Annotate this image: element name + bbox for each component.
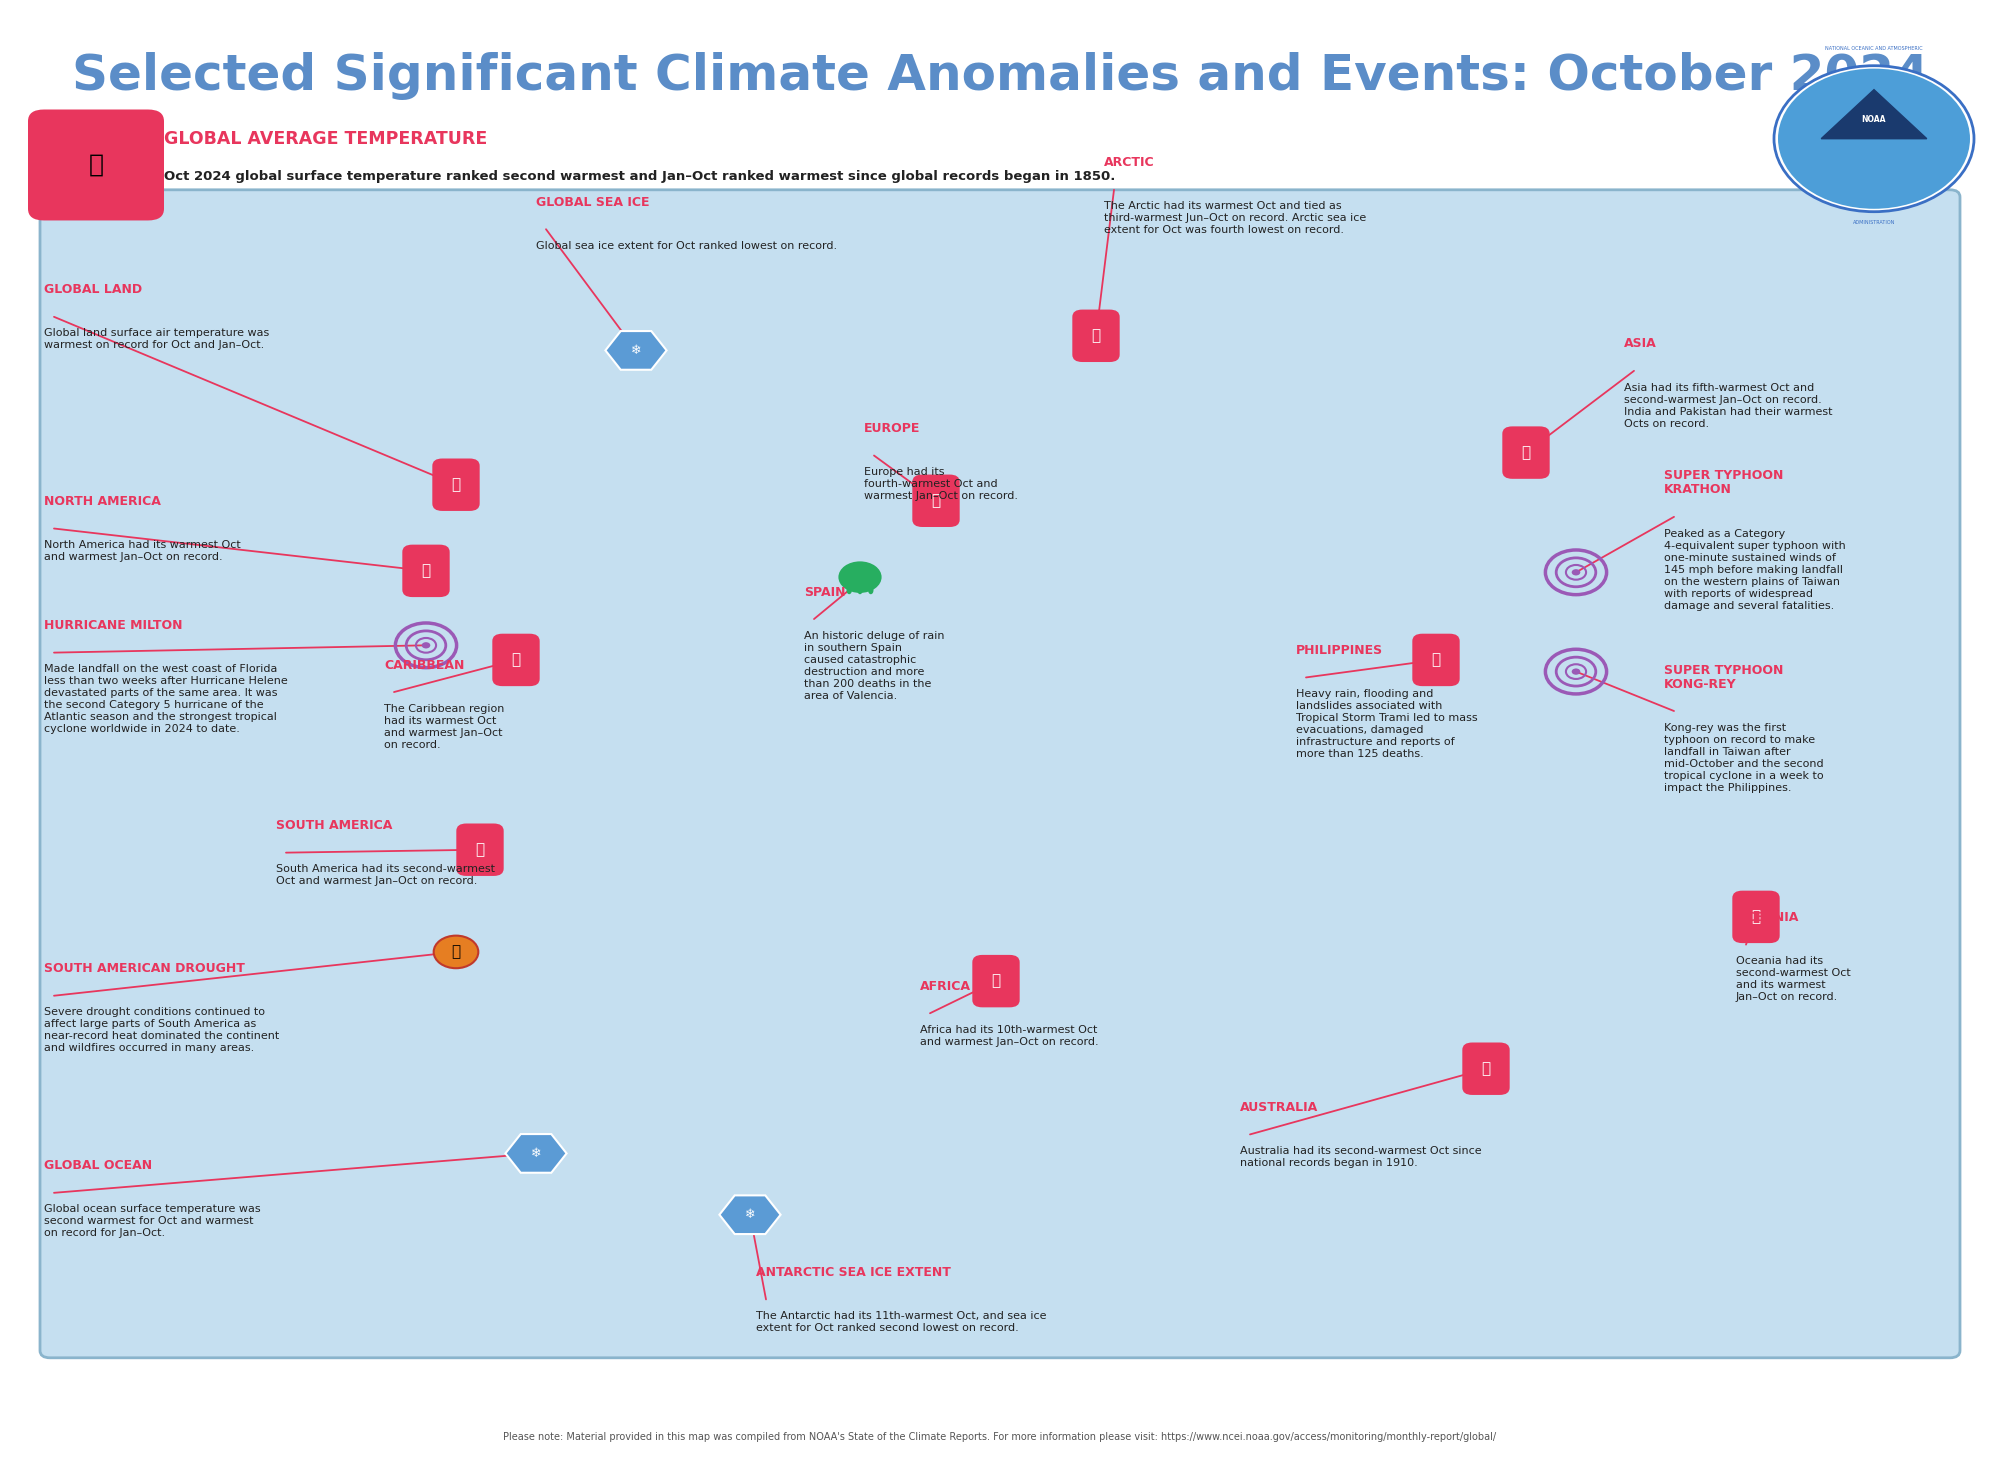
Text: SOUTH AMERICA: SOUTH AMERICA	[276, 819, 392, 832]
Text: Peaked as a Category
4-equivalent super typhoon with
one-minute sustained winds : Peaked as a Category 4-equivalent super …	[1664, 529, 1846, 610]
FancyBboxPatch shape	[1502, 426, 1550, 479]
FancyBboxPatch shape	[1412, 634, 1460, 686]
Circle shape	[422, 642, 430, 648]
Text: ADMINISTRATION: ADMINISTRATION	[1852, 220, 1896, 225]
Text: CARIBBEAN: CARIBBEAN	[384, 658, 464, 672]
Text: AFRICA: AFRICA	[920, 980, 972, 993]
Text: South America had its second-warmest
Oct and warmest Jan–Oct on record.: South America had its second-warmest Oct…	[276, 864, 496, 886]
Text: 🌡: 🌡	[476, 842, 484, 857]
Text: GLOBAL SEA ICE: GLOBAL SEA ICE	[536, 196, 650, 209]
FancyBboxPatch shape	[456, 823, 504, 876]
Text: Asia had its fifth-warmest Oct and
second-warmest Jan–Oct on record.
India and P: Asia had its fifth-warmest Oct and secon…	[1624, 383, 1832, 429]
Circle shape	[1778, 69, 1970, 209]
FancyBboxPatch shape	[28, 110, 164, 220]
Text: North America had its warmest Oct
and warmest Jan–Oct on record.: North America had its warmest Oct and wa…	[44, 540, 240, 562]
Text: The Caribbean region
had its warmest Oct
and warmest Jan–Oct
on record.: The Caribbean region had its warmest Oct…	[384, 704, 504, 750]
Text: Europe had its
fourth-warmest Oct and
warmest Jan–Oct on record.: Europe had its fourth-warmest Oct and wa…	[864, 467, 1018, 501]
Ellipse shape	[846, 587, 852, 594]
Text: The Arctic had its warmest Oct and tied as
third-warmest Jun–Oct on record. Arct: The Arctic had its warmest Oct and tied …	[1104, 201, 1366, 235]
FancyBboxPatch shape	[1462, 1042, 1510, 1095]
Text: 🌡: 🌡	[992, 974, 1000, 988]
Text: NOAA: NOAA	[1862, 114, 1886, 124]
Text: NATIONAL OCEANIC AND ATMOSPHERIC: NATIONAL OCEANIC AND ATMOSPHERIC	[1826, 47, 1922, 51]
Text: 🔥: 🔥	[452, 945, 460, 959]
Ellipse shape	[858, 587, 862, 594]
FancyBboxPatch shape	[1072, 310, 1120, 362]
Text: Please note: Material provided in this map was compiled from NOAA's State of the: Please note: Material provided in this m…	[504, 1432, 1496, 1441]
Text: NORTH AMERICA: NORTH AMERICA	[44, 495, 160, 508]
Text: 🌡: 🌡	[1092, 328, 1100, 343]
Text: OCEANIA: OCEANIA	[1736, 911, 1798, 924]
Text: GLOBAL AVERAGE TEMPERATURE: GLOBAL AVERAGE TEMPERATURE	[164, 130, 488, 147]
Text: Australia had its second-warmest Oct since
national records began in 1910.: Australia had its second-warmest Oct sin…	[1240, 1146, 1482, 1168]
Text: ANTARCTIC SEA ICE EXTENT: ANTARCTIC SEA ICE EXTENT	[756, 1266, 950, 1279]
Text: Africa had its 10th-warmest Oct
and warmest Jan–Oct on record.: Africa had its 10th-warmest Oct and warm…	[920, 1025, 1098, 1047]
Text: PHILIPPINES: PHILIPPINES	[1296, 644, 1384, 657]
Text: HURRICANE MILTON: HURRICANE MILTON	[44, 619, 182, 632]
Text: EUROPE: EUROPE	[864, 422, 920, 435]
Text: ASIA: ASIA	[1624, 337, 1656, 350]
FancyBboxPatch shape	[972, 955, 1020, 1007]
Text: GLOBAL OCEAN: GLOBAL OCEAN	[44, 1159, 152, 1172]
Text: SUPER TYPHOON
KONG-REY: SUPER TYPHOON KONG-REY	[1664, 664, 1784, 691]
Text: Global sea ice extent for Oct ranked lowest on record.: Global sea ice extent for Oct ranked low…	[536, 241, 838, 251]
Text: Oct 2024 global surface temperature ranked second warmest and Jan–Oct ranked war: Oct 2024 global surface temperature rank…	[164, 171, 1116, 182]
FancyBboxPatch shape	[1732, 891, 1780, 943]
Polygon shape	[1822, 89, 1926, 139]
Text: 🌡: 🌡	[1522, 445, 1530, 460]
Text: 🌡: 🌡	[1752, 910, 1760, 924]
Ellipse shape	[868, 587, 874, 594]
Text: 🌡: 🌡	[452, 477, 460, 492]
Text: 🌡: 🌡	[422, 564, 430, 578]
Text: 🌡: 🌡	[932, 493, 940, 508]
FancyBboxPatch shape	[402, 545, 450, 597]
Text: Global land surface air temperature was
warmest on record for Oct and Jan–Oct.: Global land surface air temperature was …	[44, 328, 270, 350]
FancyBboxPatch shape	[40, 190, 1960, 1358]
Circle shape	[838, 561, 882, 593]
Text: 🌡: 🌡	[1432, 653, 1440, 667]
Text: ARCTIC: ARCTIC	[1104, 156, 1154, 169]
Text: ❄: ❄	[530, 1148, 542, 1159]
Text: SUPER TYPHOON
KRATHON: SUPER TYPHOON KRATHON	[1664, 470, 1784, 496]
Text: Made landfall on the west coast of Florida
less than two weeks after Hurricane H: Made landfall on the west coast of Flori…	[44, 664, 288, 734]
Circle shape	[434, 936, 478, 968]
Text: 🌡: 🌡	[512, 653, 520, 667]
Text: Heavy rain, flooding and
landslides associated with
Tropical Storm Trami led to : Heavy rain, flooding and landslides asso…	[1296, 689, 1478, 759]
Text: Oceania had its
second-warmest Oct
and its warmest
Jan–Oct on record.: Oceania had its second-warmest Oct and i…	[1736, 956, 1850, 1003]
FancyBboxPatch shape	[912, 474, 960, 527]
Text: 🌡: 🌡	[1482, 1061, 1490, 1076]
Text: Selected Significant Climate Anomalies and Events: October 2024: Selected Significant Climate Anomalies a…	[72, 53, 1928, 99]
Text: ❄: ❄	[630, 345, 642, 356]
FancyBboxPatch shape	[432, 458, 480, 511]
Text: An historic deluge of rain
in southern Spain
caused catastrophic
destruction and: An historic deluge of rain in southern S…	[804, 631, 944, 701]
Circle shape	[1774, 66, 1974, 212]
Text: The Antarctic had its 11th-warmest Oct, and sea ice
extent for Oct ranked second: The Antarctic had its 11th-warmest Oct, …	[756, 1311, 1046, 1333]
Text: 🌡: 🌡	[88, 153, 104, 177]
Text: Kong-rey was the first
typhoon on record to make
landfall in Taiwan after
mid-Oc: Kong-rey was the first typhoon on record…	[1664, 723, 1824, 793]
Circle shape	[1572, 669, 1580, 675]
Text: AUSTRALIA: AUSTRALIA	[1240, 1101, 1318, 1114]
Text: Global ocean surface temperature was
second warmest for Oct and warmest
on recor: Global ocean surface temperature was sec…	[44, 1204, 260, 1238]
Text: GLOBAL LAND: GLOBAL LAND	[44, 283, 142, 296]
Text: SOUTH AMERICAN DROUGHT: SOUTH AMERICAN DROUGHT	[44, 962, 244, 975]
Text: SPAIN: SPAIN	[804, 585, 846, 599]
FancyBboxPatch shape	[492, 634, 540, 686]
Text: ❄: ❄	[744, 1209, 756, 1221]
Circle shape	[1572, 569, 1580, 575]
Text: Severe drought conditions continued to
affect large parts of South America as
ne: Severe drought conditions continued to a…	[44, 1007, 280, 1054]
